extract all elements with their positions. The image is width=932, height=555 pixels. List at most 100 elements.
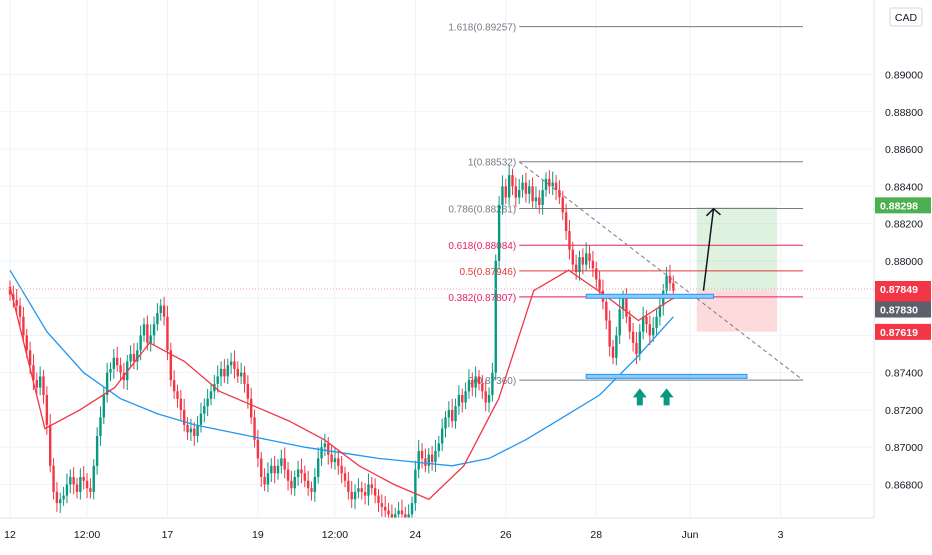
- candle-body: [447, 409, 451, 418]
- candle-body: [256, 439, 260, 459]
- price-label-box: [875, 280, 931, 297]
- fib-level-label: 1(0.88532): [468, 158, 516, 169]
- candle-body: [293, 477, 296, 489]
- target-zone: [696, 206, 778, 291]
- candle-body: [514, 186, 518, 198]
- candle-body: [28, 350, 32, 366]
- candle-body: [571, 249, 574, 265]
- candle-body: [655, 316, 658, 328]
- candle-body: [451, 409, 454, 422]
- candle-body: [8, 286, 12, 295]
- candle-body: [253, 417, 256, 440]
- candle-body: [340, 465, 343, 474]
- candle-body: [12, 294, 15, 300]
- candle-body: [116, 357, 119, 366]
- candle-body: [239, 372, 243, 377]
- time-axis-bg: [0, 518, 932, 550]
- candle-body: [102, 395, 105, 418]
- candle-body: [437, 443, 440, 451]
- candle-body: [534, 197, 538, 202]
- time-tick-label: 24: [410, 529, 422, 541]
- candle-body: [541, 190, 544, 205]
- candle-body: [407, 514, 410, 518]
- candle-body: [290, 480, 293, 489]
- candle-body: [196, 424, 199, 437]
- fib-level-label: 0.786(0.88281): [448, 205, 516, 216]
- price-tick-label: 0.87000: [885, 442, 923, 454]
- candle-body: [618, 309, 621, 336]
- candle-body: [373, 488, 377, 496]
- candle-body: [82, 477, 85, 481]
- candle-body: [652, 327, 655, 336]
- candle-body: [152, 324, 156, 336]
- candle-body: [608, 320, 611, 347]
- candle-body: [380, 503, 384, 507]
- candle-body: [521, 182, 524, 191]
- candle-body: [199, 413, 203, 425]
- time-tick-label: 12:00: [322, 529, 348, 541]
- time-tick-label: 12:00: [74, 529, 100, 541]
- candle-body: [55, 491, 59, 504]
- candle-body: [136, 350, 139, 362]
- candle-body: [109, 368, 112, 373]
- candle-body: [574, 264, 578, 273]
- candle-body: [216, 376, 219, 384]
- candle-body: [621, 298, 625, 310]
- price-tick-label: 0.88600: [885, 144, 923, 156]
- candle-body: [65, 484, 69, 496]
- candle-body: [598, 279, 601, 291]
- candle-body: [387, 510, 390, 515]
- candle-body: [313, 477, 317, 492]
- support-zone: [585, 373, 748, 379]
- candle-body: [166, 316, 169, 351]
- candle-body: [283, 458, 286, 470]
- candle-body: [611, 346, 615, 358]
- target-arrow-shaft: [702, 208, 715, 291]
- candle-body: [79, 477, 82, 492]
- candle-body: [511, 175, 514, 187]
- candle-body: [353, 491, 357, 500]
- candle-body: [300, 469, 303, 474]
- candle-body: [350, 491, 353, 500]
- candle-body: [568, 231, 571, 250]
- candle-body: [89, 488, 92, 492]
- candle-body: [605, 301, 608, 321]
- candle-body: [233, 361, 236, 369]
- currency-label: CAD: [895, 12, 918, 24]
- candle-body: [320, 447, 323, 459]
- target-arrow-head: [705, 207, 721, 217]
- candle-body: [330, 454, 333, 463]
- candle-body: [518, 190, 521, 198]
- candle-body: [544, 178, 548, 191]
- trend-line: [518, 161, 804, 381]
- candle-body: [270, 465, 273, 474]
- position-zones: [696, 206, 778, 332]
- time-tick-label: 19: [252, 529, 264, 541]
- candle-body: [243, 372, 246, 384]
- candle-body: [250, 398, 253, 418]
- candle-body: [327, 443, 330, 455]
- price-tick-label: 0.88800: [885, 107, 923, 119]
- time-tick-label: 12: [4, 529, 16, 541]
- time-tick-label: Jun: [682, 529, 699, 541]
- candle-body: [410, 503, 414, 515]
- candle-body: [263, 477, 266, 485]
- price-label-box: [875, 323, 931, 340]
- candle-body: [317, 458, 320, 478]
- candle-body: [72, 477, 75, 485]
- candle-body: [32, 365, 35, 381]
- fib-level-label: 0.618(0.88084): [448, 241, 516, 252]
- candle-body: [95, 436, 99, 466]
- candle-body: [504, 186, 507, 198]
- candle-body: [306, 480, 310, 489]
- candle-body: [564, 212, 568, 232]
- candle-body: [420, 450, 424, 459]
- candle-body: [440, 428, 444, 444]
- time-tick-label: 28: [590, 529, 602, 541]
- trendline: [518, 161, 804, 381]
- candle-body: [467, 380, 471, 392]
- price-label-box: [875, 197, 931, 214]
- candle-body: [558, 190, 561, 198]
